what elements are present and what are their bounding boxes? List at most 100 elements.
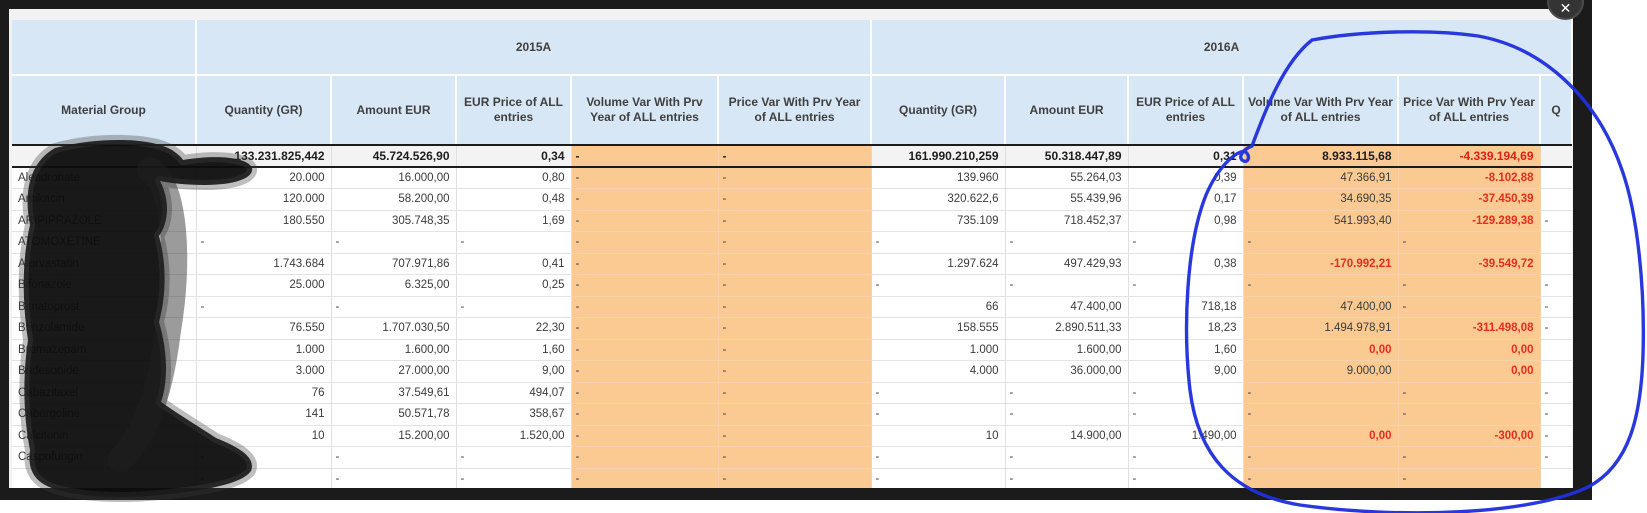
value-cell[interactable]: 180.550 — [196, 210, 332, 232]
value-cell[interactable]: - — [1128, 382, 1244, 404]
value-cell[interactable]: 0,17 — [1128, 188, 1244, 211]
value-cell[interactable]: - — [571, 145, 719, 168]
value-cell[interactable]: - — [331, 231, 457, 254]
value-cell[interactable]: - — [571, 317, 719, 340]
value-cell[interactable]: 8.933.115,68 — [1243, 145, 1399, 168]
value-cell[interactable]: 47.400,00 — [1005, 296, 1129, 318]
value-cell[interactable]: 15.200,00 — [331, 425, 457, 447]
value-cell[interactable]: - — [1398, 382, 1541, 404]
column-header-7[interactable]: Amount EUR — [1005, 75, 1130, 146]
value-cell[interactable] — [1540, 468, 1572, 488]
group-header-empty[interactable] — [12, 20, 197, 76]
value-cell[interactable]: 1.600,00 — [1005, 339, 1129, 361]
value-cell[interactable]: - — [718, 253, 872, 275]
material-cell[interactable]: ATOMOXETINE — [12, 231, 197, 254]
value-cell[interactable]: 1.494.978,91 — [1243, 317, 1399, 340]
value-cell[interactable]: - — [1128, 274, 1244, 297]
value-cell[interactable]: - — [1243, 468, 1399, 488]
value-cell[interactable]: - — [718, 231, 872, 254]
value-cell[interactable]: - — [456, 446, 572, 469]
value-cell[interactable]: - — [571, 167, 719, 189]
value-cell[interactable]: - — [718, 317, 872, 340]
column-header-3[interactable]: EUR Price of ALL entries — [456, 75, 572, 146]
column-header-2[interactable]: Amount EUR — [331, 75, 457, 146]
value-cell[interactable] — [1540, 339, 1572, 361]
value-cell[interactable]: 16.000,00 — [331, 167, 457, 189]
value-cell[interactable]: 47.366,91 — [1243, 167, 1399, 189]
value-cell[interactable]: 1,69 — [456, 210, 572, 232]
column-header-6[interactable]: Quantity (GR) — [871, 75, 1007, 146]
value-cell[interactable]: 320.622,6 — [871, 188, 1006, 211]
value-cell[interactable]: 1.707.030,50 — [331, 317, 457, 340]
value-cell[interactable]: - — [1398, 274, 1541, 297]
value-cell[interactable]: - — [718, 210, 872, 232]
value-cell[interactable]: 58.200,00 — [331, 188, 457, 211]
value-cell[interactable]: 9,00 — [456, 360, 572, 383]
value-cell[interactable]: 0,25 — [456, 274, 572, 297]
group-header-2015[interactable]: 2015A — [196, 20, 873, 76]
value-cell[interactable]: 0,38 — [1128, 253, 1244, 275]
value-cell[interactable]: 10 — [871, 425, 1006, 447]
value-cell[interactable]: - — [1243, 446, 1399, 469]
value-cell[interactable]: 45.724.526,90 — [331, 145, 457, 168]
value-cell[interactable]: - — [571, 210, 719, 232]
value-cell[interactable]: -39.549,72 — [1398, 253, 1541, 275]
value-cell[interactable]: -37.450,39 — [1398, 188, 1541, 211]
value-cell[interactable]: -4.339.194,69 — [1398, 145, 1541, 168]
value-cell[interactable]: 2.890.511,33 — [1005, 317, 1129, 340]
value-cell[interactable]: - — [1540, 403, 1572, 426]
value-cell[interactable]: - — [571, 339, 719, 361]
value-cell[interactable]: - — [196, 296, 332, 318]
material-cell[interactable]: Bimatoprost — [12, 296, 197, 318]
value-cell[interactable]: 50.318.447,89 — [1005, 145, 1129, 168]
material-cell[interactable]: Brinzolamide — [12, 317, 197, 340]
value-cell[interactable]: - — [1128, 446, 1244, 469]
value-cell[interactable]: 6.325,00 — [331, 274, 457, 297]
value-cell[interactable] — [1540, 188, 1572, 211]
value-cell[interactable]: 718.452,37 — [1005, 210, 1129, 232]
value-cell[interactable] — [1540, 145, 1572, 168]
value-cell[interactable]: - — [571, 253, 719, 275]
value-cell[interactable]: 0,39 — [1128, 167, 1244, 189]
value-cell[interactable]: - — [718, 274, 872, 297]
value-cell[interactable]: 0,00 — [1398, 339, 1541, 361]
value-cell[interactable]: - — [1243, 274, 1399, 297]
value-cell[interactable]: - — [196, 468, 332, 488]
value-cell[interactable]: - — [718, 446, 872, 469]
value-cell[interactable]: 133.231.825,442 — [196, 145, 332, 168]
value-cell[interactable]: 0,00 — [1398, 360, 1541, 383]
column-header-4[interactable]: Volume Var With Prv Year of ALL entries — [571, 75, 719, 146]
value-cell[interactable]: - — [456, 468, 572, 488]
value-cell[interactable]: - — [1398, 446, 1541, 469]
value-cell[interactable]: -311.498,08 — [1398, 317, 1541, 340]
value-cell[interactable]: - — [1005, 446, 1129, 469]
material-cell[interactable]: Alendronate — [12, 167, 197, 189]
value-cell[interactable]: - — [1540, 446, 1572, 469]
value-cell[interactable]: - — [456, 296, 572, 318]
value-cell[interactable]: - — [718, 403, 872, 426]
value-cell[interactable]: 1.297.624 — [871, 253, 1006, 275]
material-cell[interactable]: Cabazitaxel — [12, 382, 197, 404]
value-cell[interactable]: - — [1398, 468, 1541, 488]
material-cell[interactable]: Caspofungin — [12, 446, 197, 469]
value-cell[interactable]: - — [1540, 317, 1572, 340]
value-cell[interactable]: - — [331, 446, 457, 469]
value-cell[interactable]: - — [1005, 274, 1129, 297]
value-cell[interactable]: - — [1128, 468, 1244, 488]
value-cell[interactable] — [1540, 231, 1572, 254]
value-cell[interactable]: 1.490,00 — [1128, 425, 1244, 447]
group-header-2016[interactable]: 2016A — [871, 20, 1572, 76]
value-cell[interactable]: - — [196, 446, 332, 469]
value-cell[interactable]: - — [571, 382, 719, 404]
value-cell[interactable]: 76.550 — [196, 317, 332, 340]
value-cell[interactable]: 735.109 — [871, 210, 1006, 232]
value-cell[interactable]: 36.000,00 — [1005, 360, 1129, 383]
value-cell[interactable]: 1.520,00 — [456, 425, 572, 447]
material-cell[interactable]: Bromazepam — [12, 339, 197, 361]
value-cell[interactable]: 358,67 — [456, 403, 572, 426]
value-cell[interactable]: - — [1005, 468, 1129, 488]
value-cell[interactable]: - — [571, 468, 719, 488]
value-cell[interactable]: 0,98 — [1128, 210, 1244, 232]
material-cell[interactable]: Budesonide — [12, 360, 197, 383]
value-cell[interactable]: -170.992,21 — [1243, 253, 1399, 275]
